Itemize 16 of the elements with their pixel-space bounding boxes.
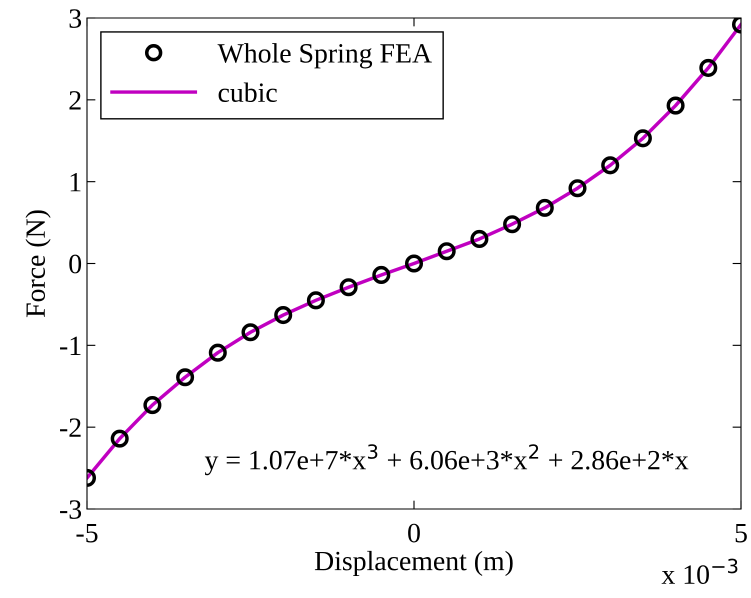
- y-axis-title: Force (N): [25, 210, 51, 318]
- y-tick-label: -3: [60, 500, 82, 519]
- y-tick-label: 2: [69, 91, 81, 110]
- y-tick-label: -1: [60, 336, 80, 355]
- legend-label: cubic: [218, 82, 277, 102]
- y-tick-label: -2: [60, 418, 81, 437]
- annotation: y = 1.07e+7*x$^{3}$ + 6.06e+3*x$^{2}$ + 2.86e+2*x: [204, 444, 688, 476]
- y-tick-label: 0: [69, 254, 82, 274]
- legend-label: Whole Spring FEA: [218, 43, 432, 68]
- x-tick-label: 0: [408, 524, 420, 542]
- x-tick-label: -5: [76, 524, 98, 542]
- y-tick-label: 1: [70, 172, 80, 192]
- y-tick-label: 3: [70, 9, 82, 28]
- text: x 10$^{−3}$: [662, 558, 738, 584]
- x-axis-title: Displacement (m): [314, 550, 513, 576]
- x-tick-label: 5: [736, 524, 747, 542]
